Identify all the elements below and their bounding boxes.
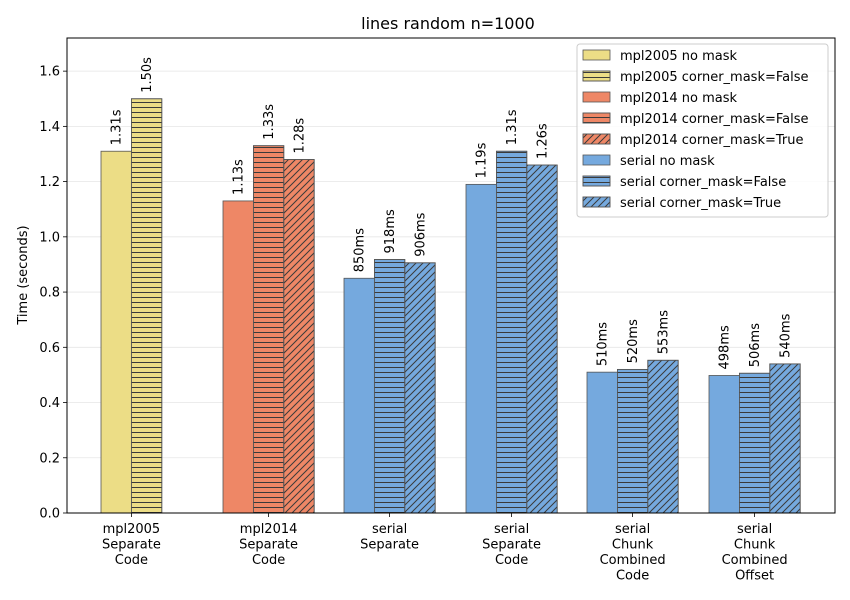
bar-hatch: [404, 262, 436, 514]
bars: [100, 98, 801, 514]
bar-value-label: 520ms: [626, 319, 641, 363]
legend-swatch: [582, 91, 611, 103]
bar: [100, 150, 132, 514]
y-tick-label: 0.8: [39, 286, 60, 301]
bar-value-labels: 1.31s 1.50s 1.13s 1.33s 1.28s 850ms 918ms 906ms…: [110, 57, 794, 370]
x-tick-label: Combined: [600, 553, 666, 568]
x-tick-label: Separate: [239, 538, 298, 553]
bar-value-label: 506ms: [748, 323, 763, 367]
bar-value-label: 1.50s: [140, 57, 155, 93]
bar-value-label: 540ms: [779, 313, 794, 357]
x-tick-label: Code: [616, 569, 649, 584]
legend-swatch: [582, 154, 611, 166]
grid-lines: [67, 70, 835, 514]
bar-hatch: [252, 145, 285, 514]
bar: [465, 183, 497, 514]
bar-hatch: [769, 363, 801, 514]
legend-label: mpl2014 corner_mask=True: [620, 133, 803, 148]
legend-box: [576, 43, 829, 218]
bar-value-label: 906ms: [414, 212, 429, 256]
legend-label: serial no mask: [620, 154, 715, 169]
legend-swatch-hatch: [582, 175, 611, 187]
chart-title: lines random n=1000: [361, 14, 535, 33]
x-tick-label: serial: [494, 522, 529, 537]
legend-swatch-hatch: [582, 112, 611, 124]
bar-hatch: [739, 372, 771, 514]
y-tick-label: 0.0: [39, 507, 60, 522]
bar-value-label: 510ms: [596, 322, 611, 366]
bar-value-label: 1.28s: [293, 118, 308, 154]
bar-hatch: [495, 150, 528, 514]
bar-value-label: 1.33s: [262, 104, 277, 140]
legend-label: serial corner_mask=False: [620, 175, 786, 190]
bar-hatch: [647, 359, 679, 514]
bar-value-label: 1.13s: [232, 159, 247, 195]
x-tick-label: Chunk: [612, 538, 654, 553]
bar-value-label: 498ms: [718, 325, 733, 369]
bar-hatch: [130, 98, 163, 514]
legend-swatch: [582, 49, 611, 61]
x-tick-label: Separate: [482, 538, 541, 553]
y-tick-label: 1.2: [39, 175, 60, 190]
bar-hatch: [617, 368, 649, 514]
legend-swatch-hatch: [582, 70, 611, 82]
x-tick-label: Combined: [722, 553, 788, 568]
bar: [222, 200, 254, 514]
bar-value-label: 1.26s: [536, 123, 551, 159]
y-tick-label: 0.6: [39, 341, 60, 356]
x-tick-label: mpl2005: [103, 522, 161, 537]
x-tick-label: Code: [495, 553, 528, 568]
bar-value-label: 1.19s: [475, 142, 490, 178]
x-tick-label: Separate: [360, 538, 419, 553]
legend-label: serial corner_mask=True: [620, 196, 781, 211]
legend-label: mpl2014 corner_mask=False: [620, 112, 809, 127]
x-tick-label: mpl2014: [240, 522, 298, 537]
bar: [343, 277, 375, 514]
x-tick-label: Code: [252, 553, 285, 568]
x-tick-label: Code: [115, 553, 148, 568]
axes: 0.00.20.40.60.81.01.21.41.6mpl2005Separa…: [39, 37, 836, 584]
x-tick-label: Separate: [102, 538, 161, 553]
bar-value-label: 1.31s: [505, 109, 520, 145]
legend: mpl2005 no mask mpl2005 corner_mask=False…: [576, 43, 829, 218]
x-tick-label: Offset: [735, 569, 774, 584]
bar-hatch: [373, 259, 406, 514]
bar: [586, 371, 618, 514]
y-tick-label: 0.2: [39, 451, 60, 466]
legend-label: mpl2005 no mask: [620, 49, 737, 64]
bar-value-label: 1.31s: [110, 109, 125, 145]
y-tick-label: 0.4: [39, 396, 60, 411]
bar-value-label: 553ms: [657, 310, 672, 354]
y-tick-label: 1.6: [39, 65, 60, 80]
legend-label: mpl2014 no mask: [620, 91, 737, 106]
legend-label: mpl2005 corner_mask=False: [620, 70, 809, 85]
bar-value-label: 850ms: [353, 228, 368, 272]
y-axis-label: Time (seconds): [16, 225, 31, 325]
bar-hatch: [526, 164, 558, 514]
y-tick-label: 1.0: [39, 230, 60, 245]
x-tick-label: serial: [737, 522, 772, 537]
y-tick-label: 1.4: [39, 120, 60, 135]
x-tick-label: serial: [372, 522, 407, 537]
legend-swatch-hatch: [582, 133, 611, 145]
bar-value-label: 918ms: [383, 209, 398, 253]
x-tick-label: Chunk: [734, 538, 776, 553]
bar-hatch: [283, 159, 315, 514]
bar: [708, 375, 740, 514]
x-tick-label: serial: [615, 522, 650, 537]
legend-swatch-hatch: [582, 196, 611, 208]
plot-frame: [66, 37, 836, 514]
